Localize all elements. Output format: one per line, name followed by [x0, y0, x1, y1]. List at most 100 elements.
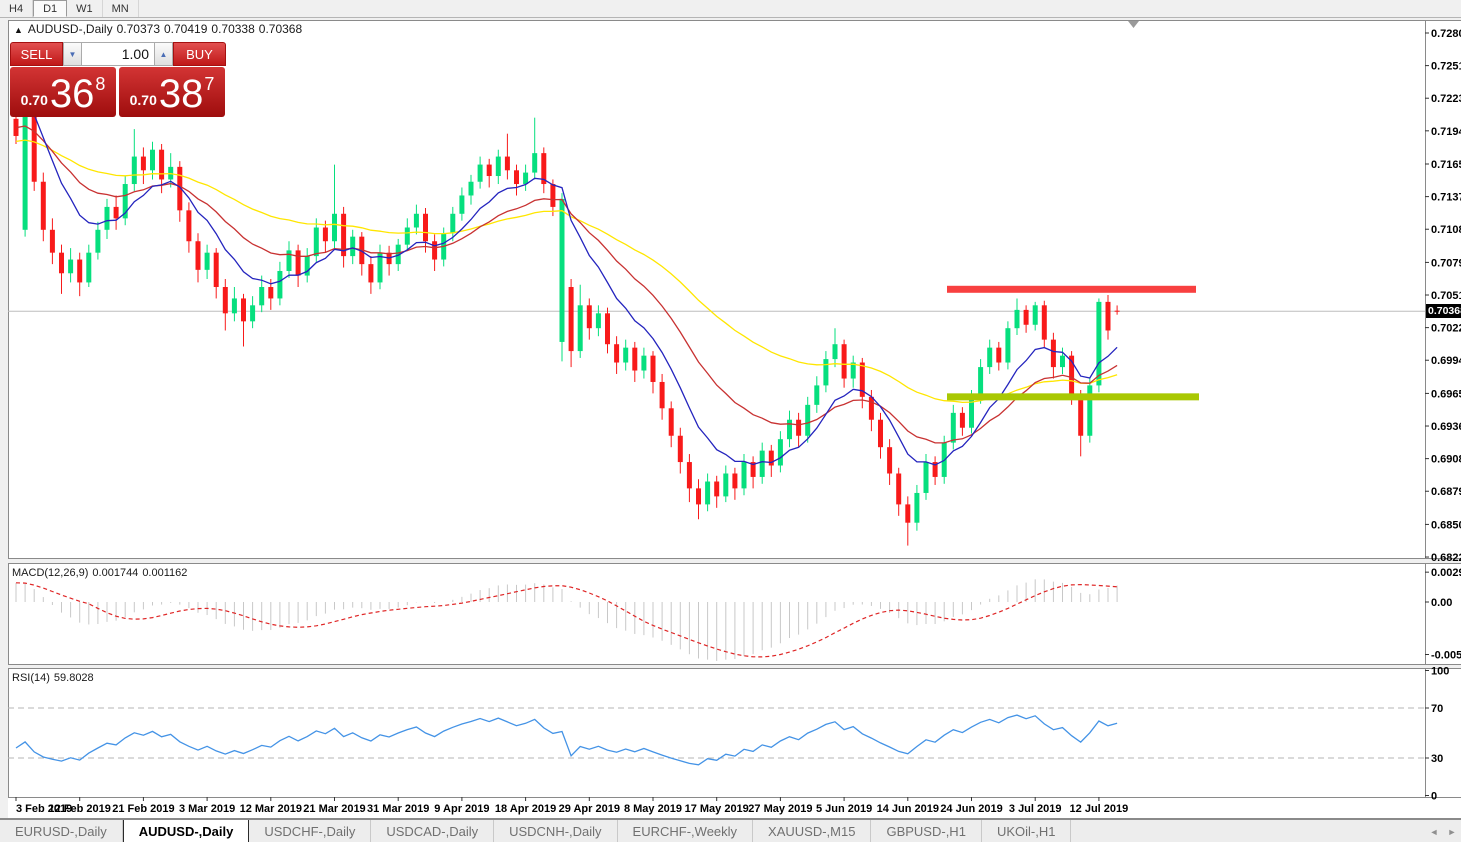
- svg-text:0.69080: 0.69080: [1431, 454, 1461, 466]
- macd-signal-line: [15, 582, 1118, 658]
- chart-symbol-label: AUDUSD-,Daily: [27, 22, 113, 36]
- volume-decrease-button[interactable]: ▼: [63, 42, 82, 66]
- svg-text:0.002984: 0.002984: [1431, 567, 1461, 579]
- svg-text:12 Mar 2019: 12 Mar 2019: [240, 803, 302, 815]
- symbol-tab-audusd-daily[interactable]: AUDUSD-,Daily: [122, 820, 250, 842]
- svg-text:0.71370: 0.71370: [1431, 192, 1461, 204]
- buy-price-sup: 7: [204, 74, 215, 94]
- ohlc-open: 0.70373: [116, 22, 160, 36]
- rsi-level-lines: [8, 707, 1425, 759]
- buy-price-panel[interactable]: 0.70 38 7: [119, 67, 225, 117]
- svg-text:18 Apr 2019: 18 Apr 2019: [495, 803, 556, 815]
- svg-text:27 May 2019: 27 May 2019: [748, 803, 812, 815]
- tab-bar-spacer: [1071, 820, 1425, 842]
- svg-text:24 Jun 2019: 24 Jun 2019: [940, 803, 1002, 815]
- rsi-line: [15, 714, 1118, 766]
- svg-text:21 Feb 2019: 21 Feb 2019: [112, 803, 174, 815]
- svg-text:-0.005250: -0.005250: [1431, 650, 1461, 662]
- rsi-label: RSI(14) 59.8028: [12, 672, 98, 684]
- moving-average-line-yellow: [15, 139, 1118, 404]
- svg-text:8 May 2019: 8 May 2019: [624, 803, 682, 815]
- rsi-value: 59.8028: [53, 672, 94, 684]
- svg-text:0.69650: 0.69650: [1431, 388, 1461, 400]
- svg-text:0.69365: 0.69365: [1431, 421, 1461, 433]
- svg-text:0.69940: 0.69940: [1431, 355, 1461, 367]
- buy-button[interactable]: BUY: [173, 42, 226, 66]
- panel-borders: [0, 20, 1461, 819]
- symbol-tab-usdchf-daily[interactable]: USDCHF-,Daily: [249, 820, 372, 842]
- svg-text:3 Jul 2019: 3 Jul 2019: [1009, 803, 1062, 815]
- one-click-trade-widget: SELL ▼ ▲ BUY 0.70 36 8 0.70 38 7: [10, 42, 226, 117]
- svg-text:12 Feb 2019: 12 Feb 2019: [49, 803, 111, 815]
- svg-text:0.68220: 0.68220: [1431, 552, 1461, 564]
- svg-text:0: 0: [1431, 791, 1437, 803]
- rsi-name: RSI(14): [12, 672, 50, 684]
- current-price-tag: 0.70368: [1426, 304, 1461, 318]
- resistance-line[interactable]: [947, 285, 1196, 293]
- tab-scroll-right-icon[interactable]: ►: [1447, 826, 1457, 837]
- ohlc-high: 0.70419: [164, 22, 208, 36]
- svg-text:0.70510: 0.70510: [1431, 290, 1461, 302]
- svg-text:70: 70: [1431, 703, 1443, 715]
- candles-layer: [13, 101, 1120, 546]
- support-line[interactable]: [947, 393, 1199, 401]
- svg-text:14 Jun 2019: 14 Jun 2019: [877, 803, 939, 815]
- buy-price-main: 38: [158, 72, 204, 116]
- svg-text:0.72800: 0.72800: [1431, 28, 1461, 40]
- symbol-tab-eurchf-weekly[interactable]: EURCHF-,Weekly: [618, 820, 754, 842]
- sell-price-prefix: 0.70: [20, 92, 48, 108]
- svg-text:29 Apr 2019: 29 Apr 2019: [559, 803, 620, 815]
- chart-shift-icon[interactable]: [1128, 21, 1139, 28]
- sell-price-sup: 8: [95, 74, 106, 94]
- timeframe-toolbar: H4 D1 W1 MN: [0, 0, 1461, 18]
- macd-value-2: 0.001162: [142, 567, 188, 579]
- symbol-tab-bar: EURUSD-,Daily AUDUSD-,Daily USDCHF-,Daily U…: [0, 819, 1461, 842]
- symbol-tab-usdcnh-daily[interactable]: USDCNH-,Daily: [494, 820, 618, 842]
- volume-input[interactable]: [82, 42, 154, 66]
- svg-text:12 Jul 2019: 12 Jul 2019: [1070, 803, 1129, 815]
- date-axis-strip: [8, 798, 1461, 818]
- price-axis: 0.72800 0.72515 0.72230 0.71945 0.71655 0.713…: [1425, 28, 1461, 564]
- volume-increase-button[interactable]: ▲: [154, 42, 173, 66]
- ohlc-low: 0.70338: [211, 22, 255, 36]
- svg-text:0.71655: 0.71655: [1431, 159, 1461, 171]
- macd-label: MACD(12,26,9) 0.001744 0.001162: [12, 567, 191, 579]
- ohlc-close: 0.70368: [258, 22, 303, 36]
- symbol-tab-xauusd-m15[interactable]: XAUUSD-,M15: [753, 820, 872, 842]
- moving-average-line-red: [15, 125, 1118, 444]
- timeframe-button-H4[interactable]: H4: [0, 0, 34, 17]
- tab-scroll-left-icon[interactable]: ◄: [1429, 826, 1439, 837]
- svg-text:3 Feb 2019: 3 Feb 2019: [16, 803, 72, 815]
- macd-histogram: [15, 579, 1118, 661]
- collapse-triangle-icon[interactable]: ▲: [14, 25, 23, 35]
- rsi-panel[interactable]: [8, 668, 1461, 797]
- svg-text:0.68505: 0.68505: [1431, 519, 1461, 531]
- svg-text:3 Mar 2019: 3 Mar 2019: [179, 803, 235, 815]
- svg-text:31 Mar 2019: 31 Mar 2019: [367, 803, 429, 815]
- sell-button[interactable]: SELL: [10, 42, 63, 66]
- svg-text:5 Jun 2019: 5 Jun 2019: [816, 803, 872, 815]
- symbol-tab-eurusd-daily[interactable]: EURUSD-,Daily: [0, 820, 123, 842]
- svg-text:0.70795: 0.70795: [1431, 257, 1461, 269]
- svg-text:0.72230: 0.72230: [1431, 93, 1461, 105]
- symbol-tab-usdcad-daily[interactable]: USDCAD-,Daily: [371, 820, 495, 842]
- sell-price-panel[interactable]: 0.70 36 8: [10, 67, 116, 117]
- svg-text:0.71085: 0.71085: [1431, 224, 1461, 236]
- svg-text:0.71945: 0.71945: [1431, 126, 1461, 138]
- svg-text:0.68795: 0.68795: [1431, 486, 1461, 498]
- macd-value-1: 0.001744: [92, 567, 139, 579]
- rsi-axis: 100 70 30 0: [1425, 666, 1449, 803]
- timeframe-button-W1[interactable]: W1: [67, 0, 103, 17]
- svg-text:0.72515: 0.72515: [1431, 61, 1461, 73]
- symbol-tab-gbpusd-h1[interactable]: GBPUSD-,H1: [871, 820, 982, 842]
- timeframe-button-MN[interactable]: MN: [103, 0, 139, 17]
- svg-text:30: 30: [1431, 753, 1443, 765]
- symbol-tab-ukoil-h1[interactable]: UKOil-,H1: [982, 820, 1072, 842]
- timeframe-button-D1[interactable]: D1: [33, 0, 68, 17]
- svg-text:100: 100: [1431, 666, 1449, 678]
- svg-text:9 Apr 2019: 9 Apr 2019: [434, 803, 489, 815]
- svg-text:17 May 2019: 17 May 2019: [685, 803, 749, 815]
